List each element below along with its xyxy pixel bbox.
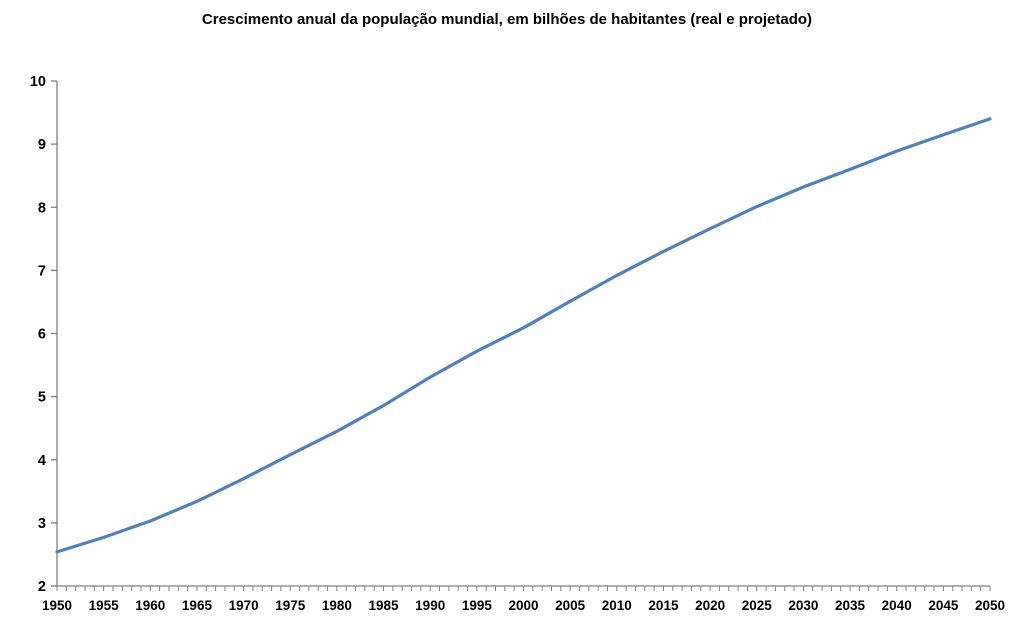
x-tick-label: 2000: [508, 598, 538, 613]
x-tick-label: 1975: [275, 598, 306, 613]
y-tick-label: 5: [38, 390, 46, 406]
y-tick-label: 8: [38, 200, 46, 216]
x-tick-label: 2030: [788, 598, 818, 613]
y-tick-label: 7: [38, 263, 46, 279]
y-tick-label: 9: [38, 137, 46, 153]
x-tick-label: 2045: [928, 598, 959, 613]
population-series-line: [55, 117, 992, 554]
x-tick-label: 1965: [182, 598, 213, 613]
x-tick-label: 2015: [648, 598, 679, 613]
y-tick-label: 3: [38, 516, 46, 532]
x-tick-label: 2020: [695, 598, 725, 613]
x-tick-label: 1995: [462, 598, 493, 613]
y-tick-label: 10: [30, 74, 46, 90]
x-tick-label: 1985: [369, 598, 400, 613]
y-tick-label: 4: [38, 453, 46, 469]
x-tick-label: 2040: [882, 598, 912, 613]
x-tick-label: 1970: [229, 598, 259, 613]
y-tick-label: 6: [38, 327, 46, 343]
x-tick-label: 2005: [555, 598, 586, 613]
x-tick-label: 1950: [42, 598, 72, 613]
x-tick-label: 1990: [415, 598, 445, 613]
x-tick-label: 2035: [835, 598, 866, 613]
x-tick-label: 1980: [322, 598, 352, 613]
y-tick-label: 2: [38, 579, 46, 595]
x-tick-label: 2050: [975, 598, 1005, 613]
x-tick-label: 2010: [602, 598, 632, 613]
chart-title: Crescimento anual da população mundial, …: [201, 11, 813, 28]
x-tick-label: 2025: [742, 598, 773, 613]
x-tick-label: 1955: [89, 598, 120, 613]
x-tick-label: 1960: [135, 598, 165, 613]
